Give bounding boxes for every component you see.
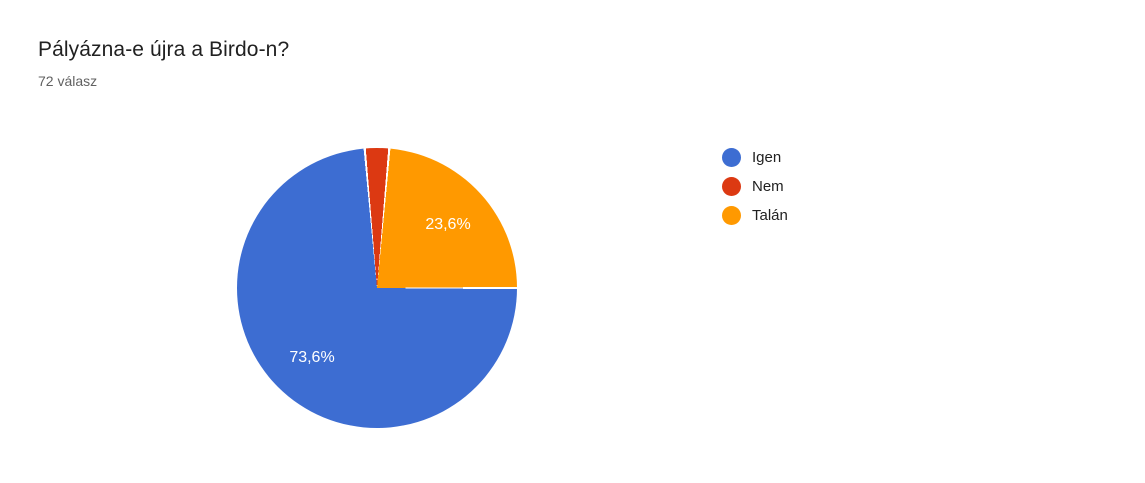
legend-item-talan: Talán [722, 201, 788, 230]
slice-label-talan: 23,6% [425, 216, 471, 233]
legend-swatch-talan-icon [722, 206, 741, 225]
pie-chart[interactable] [237, 148, 517, 428]
legend-item-nem: Nem [722, 172, 788, 201]
legend-label-nem: Nem [752, 178, 784, 195]
slice-label-igen: 73,6% [289, 349, 335, 366]
legend-label-igen: Igen [752, 149, 782, 166]
chart-legend: Igen Nem Talán [722, 143, 788, 230]
legend-label-talan: Talán [752, 207, 788, 224]
legend-item-igen: Igen [722, 143, 788, 172]
legend-swatch-nem-icon [722, 177, 741, 196]
response-count: 72 válasz [38, 73, 98, 89]
legend-swatch-igen-icon [722, 148, 741, 167]
chart-header: Pályázna-e újra a Birdo-n? 72 válasz [38, 36, 289, 89]
chart-title: Pályázna-e újra a Birdo-n? [38, 38, 290, 61]
